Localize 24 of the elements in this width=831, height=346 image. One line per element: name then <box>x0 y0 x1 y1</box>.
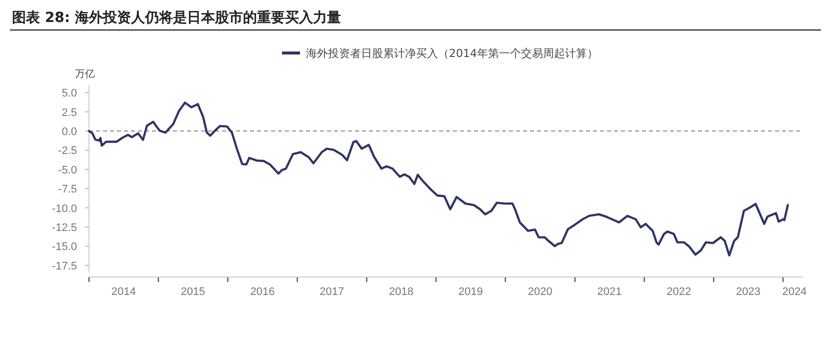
y-tick-label: 0.0 <box>62 126 77 138</box>
x-tick-label: 2022 <box>666 286 692 298</box>
x-tick-label: 2019 <box>458 286 483 298</box>
x-tick-label: 2020 <box>528 286 552 298</box>
x-tick-label: 2018 <box>389 286 414 298</box>
legend: 海外投资者日股累计净买入（2014年第一个交易周起计算） <box>282 47 598 60</box>
x-tick-label: 2021 <box>597 286 622 298</box>
x-tick-label: 2017 <box>320 286 344 298</box>
x-tick-label: 2014 <box>111 286 136 298</box>
x-tick-label: 2015 <box>180 286 206 298</box>
y-tick-label: 2.5 <box>62 106 77 119</box>
y-tick-label: -12.5 <box>52 222 77 234</box>
chart-title: 图表 28: 海外投资人仍将是日本股市的重要买入力量 <box>12 9 341 26</box>
y-tick-label: -10.0 <box>52 202 77 215</box>
x-tick-label: 2023 <box>736 286 761 298</box>
x-tick-label: 2016 <box>250 286 275 298</box>
y-tick-label: 5.0 <box>62 88 77 100</box>
y-axis-title: 万亿 <box>75 69 95 80</box>
x-tick-label: 2024 <box>782 286 807 298</box>
y-tick-label: -15.0 <box>52 241 77 254</box>
y-tick-label: -5.0 <box>58 164 77 176</box>
y-tick-label: -2.5 <box>58 145 77 158</box>
y-tick-label: -7.5 <box>58 184 77 196</box>
y-tick-label: -17.5 <box>52 260 77 272</box>
